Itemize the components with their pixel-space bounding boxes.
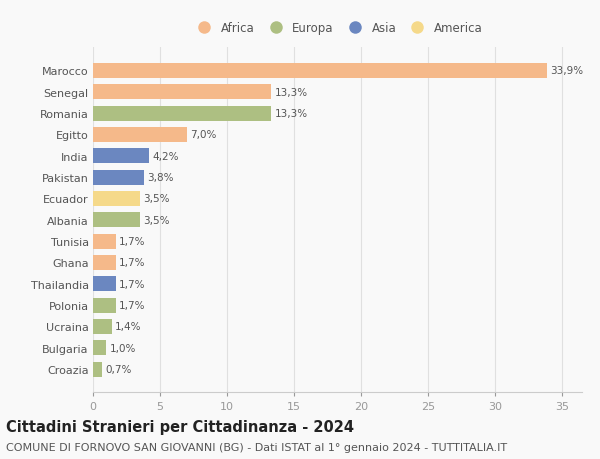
Bar	[93, 191, 140, 207]
Text: 13,3%: 13,3%	[275, 109, 308, 119]
Bar	[93, 256, 116, 270]
Bar	[93, 128, 187, 143]
Text: 3,5%: 3,5%	[143, 215, 170, 225]
Bar	[93, 106, 271, 121]
Text: 1,7%: 1,7%	[119, 258, 146, 268]
Text: 3,5%: 3,5%	[143, 194, 170, 204]
Bar	[93, 341, 106, 356]
Text: 1,7%: 1,7%	[119, 279, 146, 289]
Text: 1,0%: 1,0%	[110, 343, 136, 353]
Bar	[93, 64, 547, 79]
Text: 4,2%: 4,2%	[152, 151, 179, 162]
Bar	[93, 234, 116, 249]
Bar	[93, 298, 116, 313]
Bar	[93, 362, 103, 377]
Text: COMUNE DI FORNOVO SAN GIOVANNI (BG) - Dati ISTAT al 1° gennaio 2024 - TUTTITALIA: COMUNE DI FORNOVO SAN GIOVANNI (BG) - Da…	[6, 442, 507, 452]
Text: 33,9%: 33,9%	[551, 66, 584, 76]
Text: 1,7%: 1,7%	[119, 237, 146, 246]
Text: Cittadini Stranieri per Cittadinanza - 2024: Cittadini Stranieri per Cittadinanza - 2…	[6, 419, 354, 434]
Bar	[93, 319, 112, 334]
Text: 1,4%: 1,4%	[115, 322, 142, 332]
Bar	[93, 170, 144, 185]
Text: 1,7%: 1,7%	[119, 301, 146, 310]
Text: 13,3%: 13,3%	[275, 88, 308, 98]
Bar	[93, 213, 140, 228]
Bar	[93, 149, 149, 164]
Text: 0,7%: 0,7%	[106, 364, 132, 375]
Text: 3,8%: 3,8%	[147, 173, 174, 183]
Legend: Africa, Europa, Asia, America: Africa, Europa, Asia, America	[190, 20, 485, 37]
Text: 7,0%: 7,0%	[190, 130, 217, 140]
Bar	[93, 85, 271, 100]
Bar	[93, 277, 116, 291]
